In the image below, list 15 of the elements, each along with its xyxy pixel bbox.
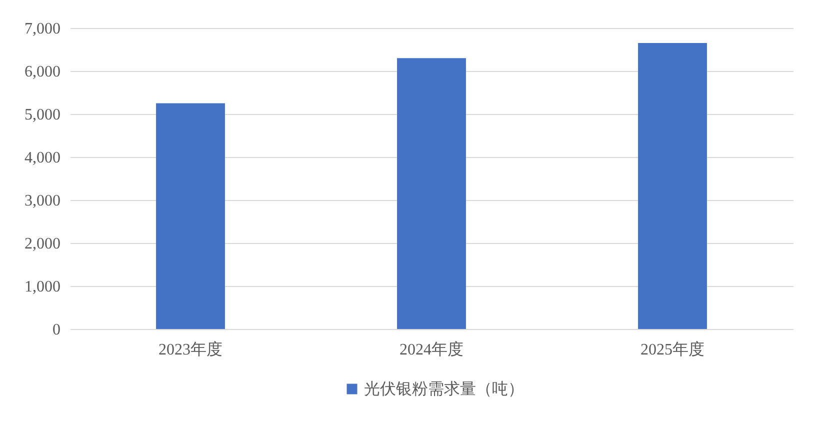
x-tick-label: 2023年度: [158, 340, 222, 358]
y-tick-label: 0: [52, 322, 60, 338]
y-tick-label: 4,000: [24, 150, 60, 166]
y-tick-label: 2,000: [24, 236, 60, 252]
y-tick-label: 1,000: [24, 278, 60, 296]
x-tick-label: 2024年度: [400, 340, 464, 358]
bar: [156, 103, 225, 329]
y-tick-label: 5,000: [24, 106, 60, 124]
y-tick-label: 3,000: [24, 192, 60, 210]
x-tick-label: 2025年度: [640, 340, 704, 358]
bar: [638, 43, 707, 329]
legend-label: 光伏银粉需求量（吨）: [364, 380, 524, 398]
bar: [397, 58, 466, 329]
y-tick-label: 6,000: [24, 64, 60, 80]
y-tick-label: 7,000: [24, 20, 60, 38]
